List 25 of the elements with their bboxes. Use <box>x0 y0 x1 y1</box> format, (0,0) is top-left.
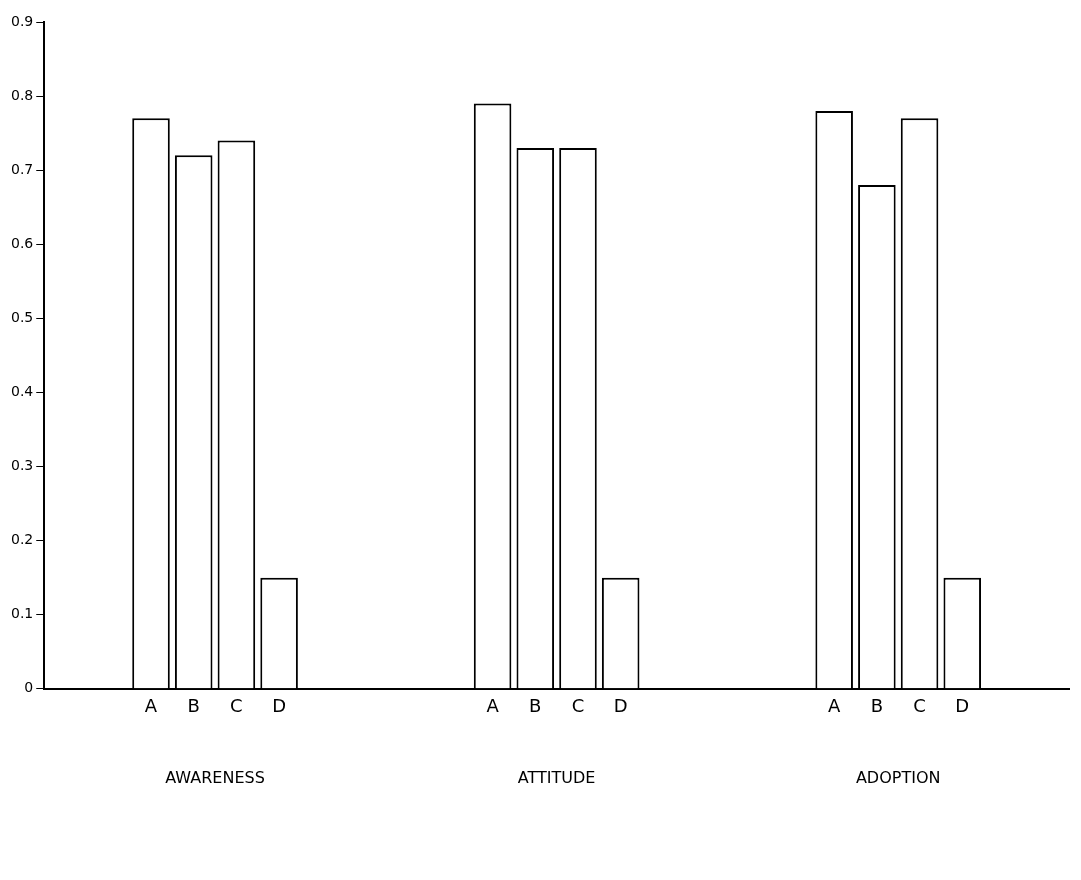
y-tick-label: 0.2 <box>11 531 34 548</box>
series-label: C <box>230 695 243 717</box>
y-tick-label: 0.1 <box>11 605 34 622</box>
y-tick-label: 0.4 <box>11 383 34 400</box>
x-tick-label: AWARENESS <box>165 767 265 787</box>
y-tick-label: 0.5 <box>11 309 34 325</box>
text: B <box>529 695 542 717</box>
text: A <box>486 695 499 717</box>
y-tick-label: 0.6 <box>11 234 34 251</box>
x-tick-label: ADOPTION <box>855 767 941 787</box>
text: D <box>955 695 970 717</box>
x-tick-label: ATTITUDE <box>517 767 596 787</box>
text: C <box>571 695 585 717</box>
y-tick-label: 0 <box>24 679 34 696</box>
series-label: A <box>144 695 158 717</box>
series-label: D <box>272 695 287 717</box>
y-tick-label: 0.9 <box>11 12 34 29</box>
text: A <box>828 695 841 717</box>
text: D <box>613 695 628 717</box>
text: B <box>870 695 884 717</box>
y-tick-label: 0.7 <box>11 160 34 177</box>
y-tick-label: 0.8 <box>11 86 34 103</box>
text: C <box>913 695 926 717</box>
y-tick-label: 0.3 <box>11 457 34 474</box>
series-label: B <box>187 695 200 717</box>
